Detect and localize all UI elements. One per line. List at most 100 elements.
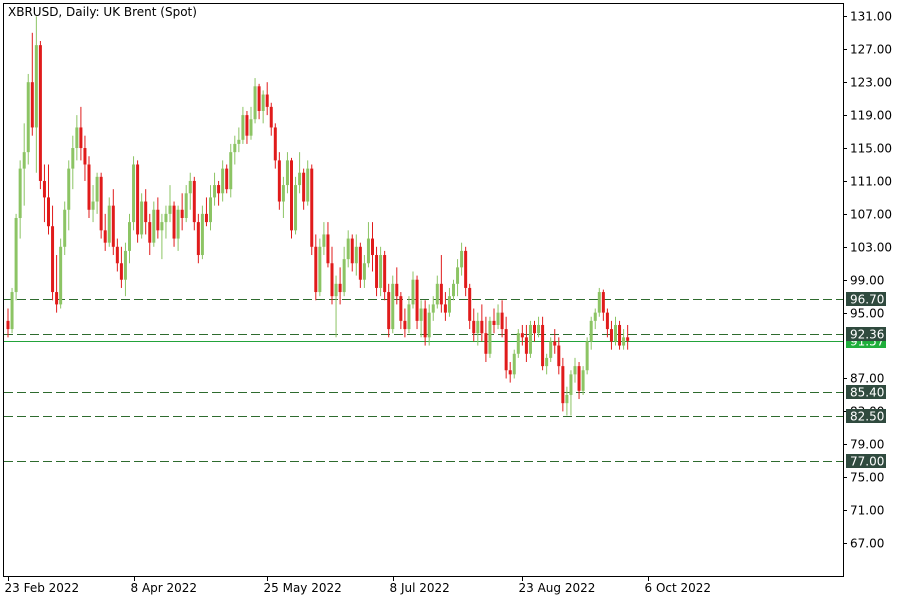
candle-body	[257, 86, 261, 111]
candle	[298, 152, 302, 194]
y-tick-label: 67.00	[850, 537, 884, 551]
y-tick-label: 107.00	[850, 208, 892, 222]
candle	[452, 279, 455, 301]
candle-body	[249, 119, 253, 136]
candle	[520, 324, 524, 346]
candle-body	[213, 185, 217, 198]
candle	[476, 312, 480, 346]
candle-body	[156, 209, 160, 231]
candle	[492, 308, 496, 334]
level-tag-label: 82.50	[850, 410, 884, 424]
level-tag-bg	[846, 292, 886, 306]
candle-body	[565, 394, 569, 404]
y-tick-label: 119.00	[850, 109, 892, 123]
candle-body	[561, 366, 565, 404]
candle	[265, 82, 269, 116]
candle-body	[464, 250, 468, 288]
price-axis[interactable]: 131.00 127.00 123.00 119.00 115.00 111.00 107.…	[843, 10, 892, 551]
candle	[176, 205, 180, 251]
candle	[30, 32, 34, 136]
candle-body	[577, 366, 581, 391]
candle	[47, 164, 50, 235]
candle	[387, 283, 391, 338]
candle-body	[310, 168, 314, 247]
candle	[346, 230, 350, 268]
candle	[273, 123, 277, 169]
candle-body	[128, 222, 131, 251]
candle-body	[431, 304, 435, 313]
candle	[99, 172, 103, 239]
candle	[14, 213, 18, 301]
candle-body	[180, 209, 184, 218]
candle	[196, 213, 200, 264]
candle-body	[290, 160, 293, 231]
candle-body	[38, 45, 42, 181]
candle	[488, 316, 492, 358]
candle-body	[375, 255, 379, 288]
candle	[123, 242, 127, 297]
candle-body	[285, 160, 289, 186]
x-tick-label: 25 May 2022	[264, 581, 342, 595]
candle-body	[452, 283, 455, 297]
candle-body	[132, 164, 136, 223]
candle	[22, 123, 26, 206]
candle	[528, 320, 532, 358]
candle	[545, 353, 549, 375]
candle	[156, 197, 160, 239]
candle	[366, 222, 370, 268]
candle-body	[484, 333, 488, 354]
candle	[516, 329, 520, 358]
candle-body	[492, 320, 496, 325]
candle-body	[294, 185, 298, 231]
candle-body	[273, 127, 277, 161]
candle-body	[63, 209, 67, 247]
candle	[18, 160, 22, 239]
level-tag-label: 92.36	[850, 328, 884, 342]
candle-body	[626, 337, 630, 341]
candle	[302, 168, 306, 210]
candle	[391, 275, 395, 334]
candle	[233, 135, 237, 165]
x-tick-label: 8 Jul 2022	[390, 581, 450, 595]
candle	[358, 242, 362, 288]
candle	[622, 329, 626, 350]
candle	[95, 172, 99, 214]
candle	[42, 164, 46, 223]
candle-body	[318, 246, 322, 293]
candle	[553, 329, 557, 354]
candle	[229, 143, 233, 198]
candle	[152, 201, 156, 247]
y-tick-label: 95.00	[850, 307, 884, 321]
time-axis[interactable]: 23 Feb 2022 8 Apr 2022 25 May 2022 8 Jul 20…	[5, 576, 712, 595]
candle	[618, 320, 622, 350]
candle	[496, 304, 500, 330]
candle	[257, 83, 261, 120]
candle	[326, 222, 330, 268]
candle-body	[148, 222, 152, 243]
candle	[213, 172, 217, 206]
candle-body	[144, 201, 148, 223]
candle	[605, 308, 609, 338]
candle-body	[581, 370, 585, 391]
candle-body	[245, 115, 249, 136]
candle	[285, 152, 289, 194]
candle-body	[71, 148, 75, 169]
candle	[427, 304, 431, 346]
candle	[269, 102, 273, 136]
candle-body	[59, 246, 63, 305]
candle	[314, 234, 318, 301]
candle-body	[176, 209, 180, 239]
candle-body	[371, 238, 374, 256]
candle-body	[512, 353, 516, 375]
candle-body	[330, 263, 334, 297]
candle-body	[342, 259, 346, 293]
candle-body	[516, 333, 520, 354]
candle	[439, 255, 443, 313]
candle	[184, 185, 188, 223]
candle	[200, 205, 204, 260]
candle	[423, 300, 427, 346]
level-tag-label: 96.70	[850, 293, 884, 307]
candle-body	[103, 230, 107, 243]
candle-body	[209, 197, 212, 223]
